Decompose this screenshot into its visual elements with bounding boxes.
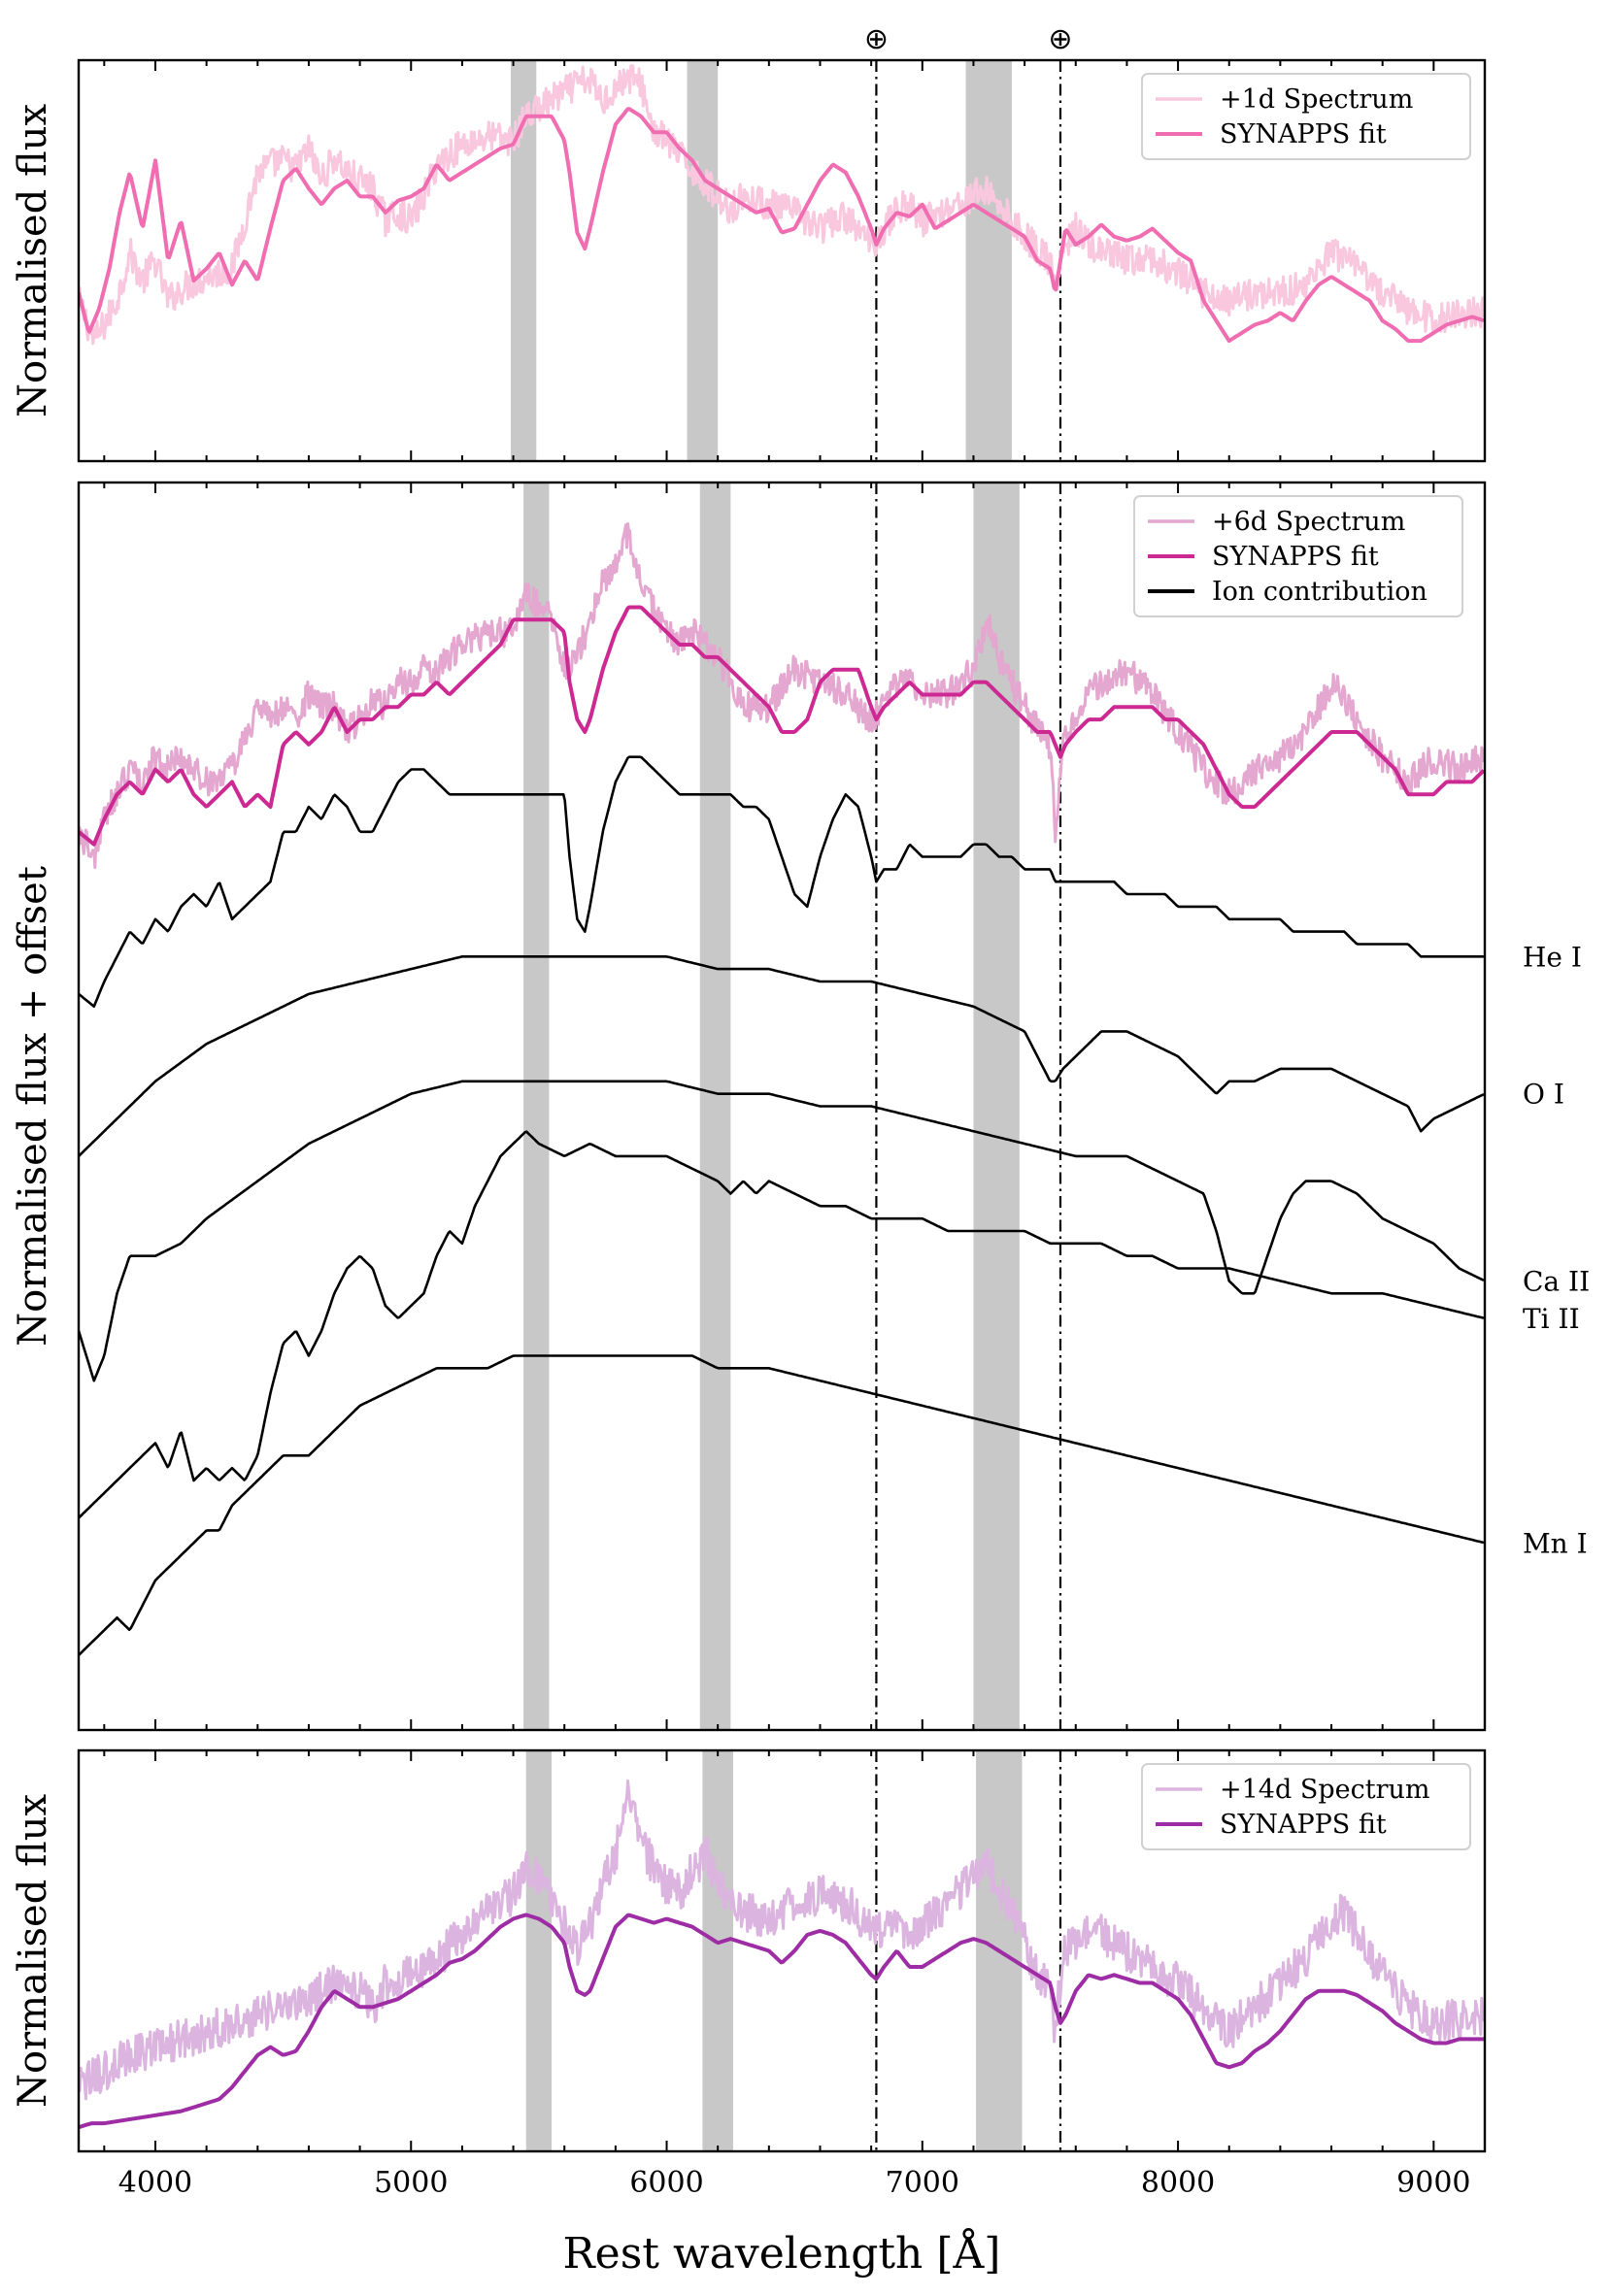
legend-label-middle-2: SYNAPPS fit (1212, 542, 1379, 572)
x-axis-label: Rest wavelength [Å] (563, 2227, 1001, 2279)
panel-middle-frame (77, 481, 1487, 1732)
series-middle-o-i (79, 955, 1485, 1157)
shaded-band-bottom-1 (525, 1750, 553, 2151)
ion-label-o-i: O I (1523, 1079, 1564, 1111)
legend-label-bottom-1: +14d Spectrum (1220, 1775, 1429, 1805)
x-tick-label-7000: 7000 (886, 2166, 959, 2200)
x-tick-label-5000: 5000 (374, 2166, 448, 2200)
series-middle-ti-ii (79, 1130, 1485, 1519)
y-axis-label-bottom: Normalised flux (11, 1794, 55, 2109)
panel-bottom-plot-area (79, 1750, 1485, 2151)
telluric-symbol-1: ⊕ (864, 22, 889, 56)
series-bottom-synapps-fit (79, 1913, 1485, 2130)
series-top--1d-spectrum (79, 64, 1485, 346)
panel-top-frame (77, 58, 1487, 463)
shaded-band-bottom-2 (702, 1750, 733, 2151)
shaded-band-top-3 (965, 60, 1012, 461)
panel-middle-plot-area (79, 482, 1485, 1730)
ion-label-mn-i: Mn I (1523, 1527, 1588, 1559)
legend-label-top-1: +1d Spectrum (1220, 84, 1413, 115)
series-middle--6d-spectrum (79, 521, 1485, 870)
ion-label-ti-ii: Ti II (1523, 1303, 1580, 1335)
panel-middle: Normalised flux + offset +6d Spectrum SYNA… (11, 481, 1590, 1732)
shaded-band-top-2 (687, 60, 719, 461)
telluric-symbol-2: ⊕ (1048, 22, 1072, 56)
shaded-band-middle-3 (973, 482, 1020, 1730)
x-tick-label-4000: 4000 (118, 2166, 192, 2200)
x-tick-label-8000: 8000 (1141, 2166, 1215, 2200)
ion-label-he-i: He I (1523, 941, 1582, 973)
x-tick-label-6000: 6000 (629, 2166, 703, 2200)
panel-bottom-frame (77, 1748, 1487, 2153)
ion-label-ca-ii: Ca II (1523, 1265, 1590, 1297)
legend-bottom (1141, 1763, 1471, 1850)
shaded-band-middle-1 (523, 482, 550, 1730)
panel-bottom: Normalised flux +14d Spectrum SYNAPPS fit (11, 1748, 1487, 2153)
shaded-band-middle-2 (699, 482, 731, 1730)
series-top-synapps-fit (79, 107, 1485, 344)
panel-top-plot-area (79, 60, 1485, 461)
legend-label-bottom-2: SYNAPPS fit (1220, 1810, 1387, 1840)
series-middle-mn-i (79, 1354, 1485, 1656)
y-axis-label-top: Normalised flux (11, 104, 55, 418)
panel-top: Normalised flux +1d Spectrum SYNAPPS fit (11, 58, 1487, 463)
legend-label-middle-3: Ion contribution (1212, 577, 1427, 607)
series-middle-ca-ii (79, 1080, 1485, 1382)
legend-label-middle-1: +6d Spectrum (1212, 507, 1405, 537)
series-bottom--14d-spectrum (79, 1779, 1485, 2101)
legend-top (1141, 73, 1471, 160)
series-middle-he-i (79, 755, 1484, 1008)
series-middle-synapps-fit (79, 605, 1485, 847)
x-tick-label-9000: 9000 (1396, 2166, 1470, 2200)
legend-middle (1133, 495, 1463, 617)
legend-label-top-2: SYNAPPS fit (1220, 119, 1387, 150)
y-axis-label-middle: Normalised flux + offset (11, 866, 55, 1347)
